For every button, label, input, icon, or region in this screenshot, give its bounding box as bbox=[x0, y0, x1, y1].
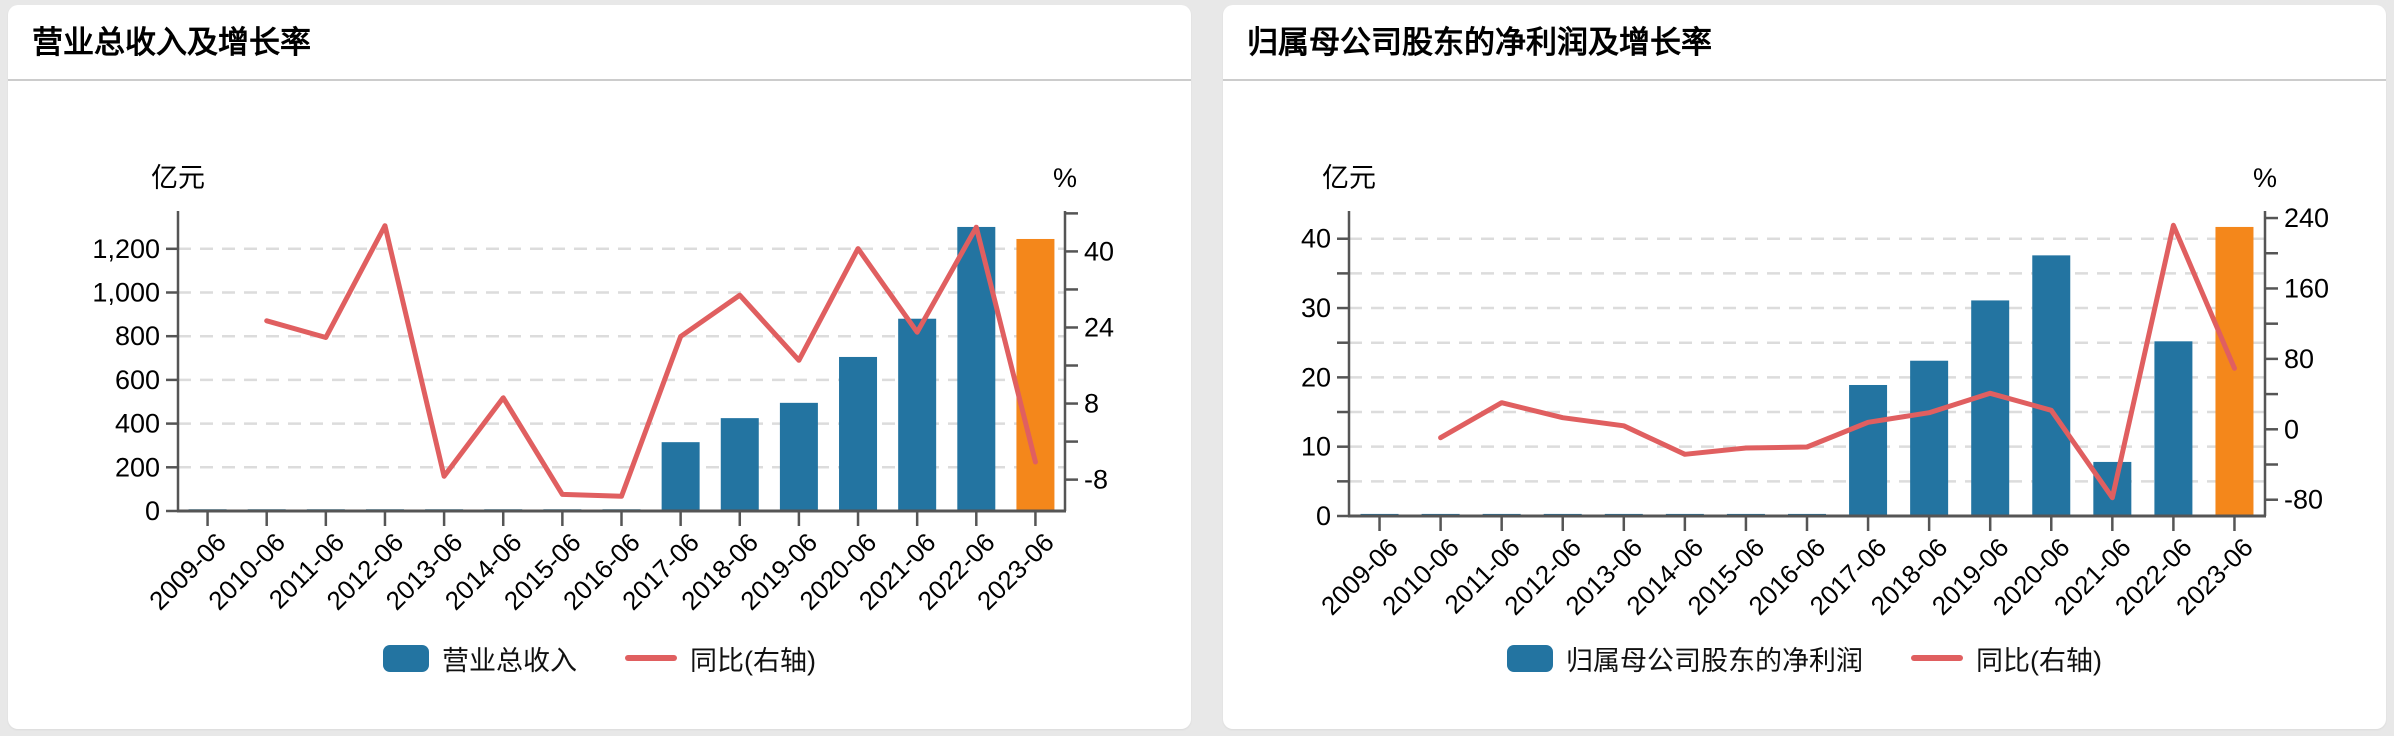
bar-2023-06 bbox=[1016, 238, 1055, 511]
growth-line bbox=[1438, 222, 2237, 501]
right-axis-tick-label: -80 bbox=[2284, 485, 2323, 515]
bar-2020-06 bbox=[839, 356, 878, 511]
left-axis-tick-label: 1,200 bbox=[92, 234, 160, 264]
bar-2020-06 bbox=[2032, 255, 2071, 516]
legend-label-revenue: 营业总收入 bbox=[442, 645, 577, 676]
bar-2019-06 bbox=[779, 402, 818, 511]
bar-2018-06 bbox=[1910, 360, 1949, 516]
left-axis-tick-label: 600 bbox=[115, 365, 160, 395]
line-series-swatch bbox=[625, 655, 677, 661]
legend-item-yoy-line[interactable]: 同比(右轴) bbox=[625, 639, 816, 678]
right-axis-unit-label: % bbox=[2253, 163, 2277, 193]
right-axis-tick-label: -8 bbox=[1084, 465, 1108, 495]
left-axis-tick-label: 40 bbox=[1301, 224, 1331, 254]
net-profit-growth-card: 归属母公司股东的净利润及增长率 0 10 20 30 40 -80 0 80 160 240 200… bbox=[1223, 5, 2386, 729]
left-axis-tick-label: 1,000 bbox=[92, 278, 160, 308]
growth-line bbox=[264, 223, 1038, 499]
left-axis-tick-label: 800 bbox=[115, 321, 160, 351]
net-profit-chart-legend: 归属母公司股东的净利润 同比(右轴) bbox=[1223, 637, 2386, 679]
left-axis-tick-label: 200 bbox=[115, 452, 160, 482]
revenue-chart-legend: 营业总收入 同比(右轴) bbox=[8, 637, 1191, 679]
revenue-growth-chart: 02004006008001,0001,200-8824402009-06201… bbox=[92, 163, 1114, 616]
net-profit-chart-title: 归属母公司股东的净利润及增长率 bbox=[1223, 5, 2386, 81]
left-axis-tick-label: 30 bbox=[1301, 293, 1331, 323]
net-profit-chart-area: 0 10 20 30 40 -80 0 80 160 240 2009-06 2010-06 2011-… bbox=[1223, 81, 2386, 727]
bar-series-swatch bbox=[383, 644, 429, 672]
bar-2017-06 bbox=[1849, 384, 1888, 516]
right-axis-tick-label: 80 bbox=[2284, 344, 2314, 374]
revenue-growth-card: 营业总收入及增长率 0 200 400 600 800 1,000 1,200 -8 8 24 40… bbox=[8, 5, 1191, 729]
right-axis-tick-label: 24 bbox=[1084, 312, 1114, 342]
net-profit-growth-chart: 010203040-800801602402009-062010-062011-… bbox=[1301, 163, 2329, 621]
bar-2021-06 bbox=[898, 318, 937, 511]
left-axis-unit-label: 亿元 bbox=[1322, 163, 1376, 193]
bar-2022-06 bbox=[2154, 341, 2193, 516]
left-axis-tick-label: 10 bbox=[1301, 432, 1331, 462]
left-axis-tick-label: 20 bbox=[1301, 362, 1331, 392]
right-axis-tick-label: 240 bbox=[2284, 203, 2329, 233]
revenue-chart-title: 营业总收入及增长率 bbox=[8, 5, 1191, 81]
legend-label-yoy: 同比(右轴) bbox=[1976, 645, 2102, 676]
bar-2017-06 bbox=[661, 442, 700, 511]
bar-2018-06 bbox=[720, 418, 759, 511]
right-axis-unit-label: % bbox=[1053, 163, 1077, 193]
bar-2019-06 bbox=[1971, 300, 2010, 516]
left-axis-tick-label: 0 bbox=[1316, 501, 1331, 531]
right-axis-tick-label: 160 bbox=[2284, 273, 2329, 303]
bar-2023-06 bbox=[2215, 226, 2254, 516]
left-axis-tick-label: 400 bbox=[115, 409, 160, 439]
bar-series-swatch bbox=[1507, 644, 1553, 672]
legend-label-net-profit: 归属母公司股东的净利润 bbox=[1566, 645, 1863, 676]
left-axis-tick-label: 0 bbox=[145, 496, 160, 526]
line-series-swatch bbox=[1911, 655, 1963, 661]
left-axis-unit-label: 亿元 bbox=[151, 163, 205, 193]
revenue-chart-area: 0 200 400 600 800 1,000 1,200 -8 8 24 40 2009-06 201… bbox=[8, 81, 1191, 727]
right-axis-tick-label: 40 bbox=[1084, 236, 1114, 266]
legend-label-yoy: 同比(右轴) bbox=[690, 645, 816, 676]
legend-item-revenue-bar[interactable]: 营业总收入 bbox=[383, 639, 577, 678]
legend-item-net-profit-bar[interactable]: 归属母公司股东的净利润 bbox=[1507, 639, 1863, 678]
right-axis-tick-label: 8 bbox=[1084, 389, 1099, 419]
right-axis-tick-label: 0 bbox=[2284, 414, 2299, 444]
bar-2022-06 bbox=[957, 226, 996, 511]
legend-item-yoy-line[interactable]: 同比(右轴) bbox=[1911, 639, 2102, 678]
